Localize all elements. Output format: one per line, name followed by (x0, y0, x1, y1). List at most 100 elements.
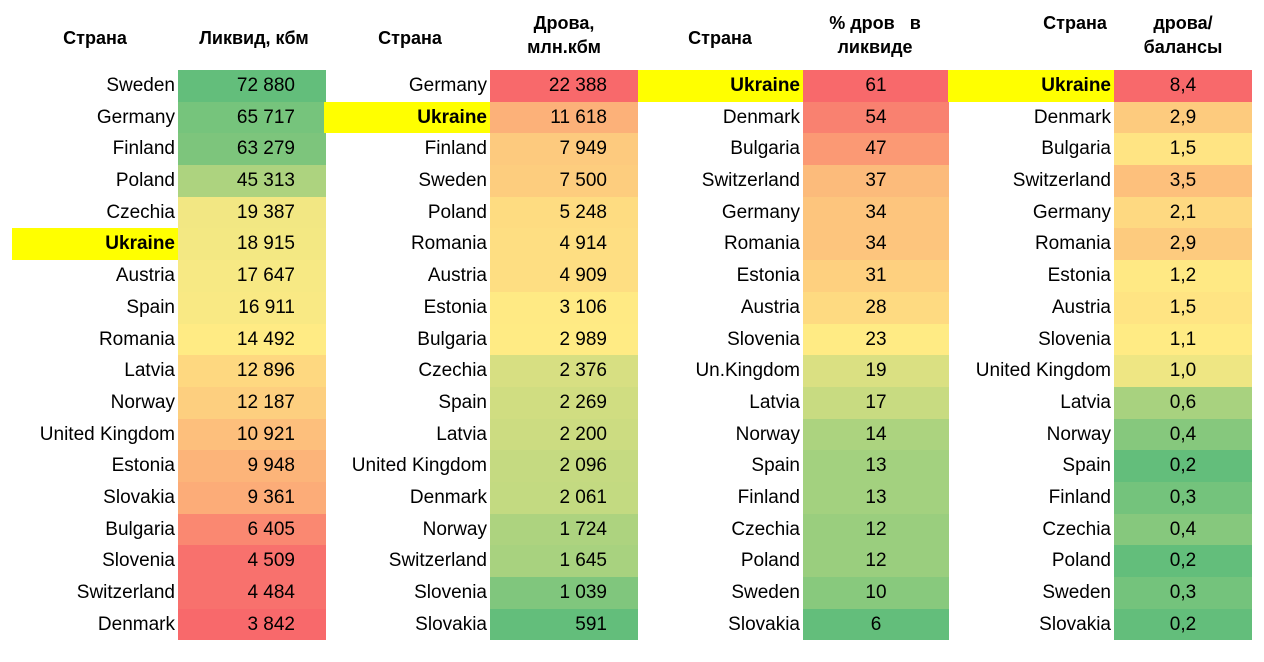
table-2-header-country: Страна (378, 28, 442, 48)
value-cell: 23 (803, 323, 949, 356)
value-cell: 13 (803, 481, 949, 514)
value-cell: 31 (803, 260, 949, 292)
country-cell: Czechia (1042, 518, 1111, 540)
country-cell: Poland (1051, 550, 1111, 572)
country-cell: Un.Kingdom (695, 360, 800, 382)
country-cell: Spain (1062, 455, 1111, 477)
table-4-header-country: Страна (1043, 13, 1107, 33)
value-cell: 4 914 (490, 228, 638, 261)
country-cell: Norway (422, 518, 487, 540)
value-cell: 12 187 (178, 386, 326, 419)
country-cell: Sweden (418, 170, 487, 192)
country-cell: Switzerland (701, 170, 800, 192)
value-cell: 6 (803, 608, 949, 641)
table-1-header-country: Страна (63, 28, 127, 48)
value-cell: 22 388 (490, 70, 638, 102)
value-cell: 0,6 (1114, 386, 1252, 419)
value-cell: 37 (803, 165, 949, 197)
country-cell: Czechia (731, 518, 800, 540)
table-3-header-country: Страна (688, 28, 752, 48)
value-cell: 13 (803, 450, 949, 482)
country-cell: Ukraine (324, 101, 490, 134)
country-cell: Ukraine (948, 70, 1114, 102)
value-cell: 72 880 (178, 70, 326, 102)
value-cell: 45 313 (178, 165, 326, 197)
country-cell: Sweden (106, 75, 175, 96)
country-cell: Denmark (97, 613, 175, 635)
country-cell: Switzerland (1012, 170, 1111, 192)
country-cell: Latvia (1060, 391, 1111, 413)
value-cell: 0,2 (1114, 608, 1252, 641)
value-cell: 19 387 (178, 196, 326, 229)
value-cell: 5 248 (490, 196, 638, 229)
country-cell: Finland (424, 138, 487, 160)
country-cell: Slovenia (727, 328, 800, 350)
value-cell: 65 717 (178, 101, 326, 134)
country-cell: Switzerland (388, 550, 487, 572)
value-cell: 34 (803, 196, 949, 229)
country-cell: Latvia (124, 360, 175, 382)
value-cell: 1 645 (490, 545, 638, 577)
value-cell: 9 948 (178, 450, 326, 482)
country-cell: Denmark (409, 486, 487, 508)
value-cell: 17 (803, 386, 949, 419)
country-cell: Austria (1051, 296, 1111, 318)
value-cell: 28 (803, 291, 949, 324)
country-cell: Estonia (736, 265, 800, 287)
country-cell: Finland (1048, 486, 1111, 508)
value-cell: 0,2 (1114, 450, 1252, 482)
country-cell: Finland (112, 138, 175, 160)
value-cell: 1,1 (1114, 323, 1252, 356)
country-cell: Slovenia (1038, 328, 1111, 350)
country-cell: Poland (115, 170, 175, 192)
country-cell: Latvia (749, 391, 800, 413)
country-cell: Sweden (731, 582, 800, 603)
country-cell: Slovakia (103, 486, 175, 508)
country-cell: Ukraine (12, 228, 178, 261)
country-cell: Romania (410, 233, 487, 255)
country-cell: Bulgaria (730, 138, 800, 160)
country-cell: Latvia (436, 423, 487, 445)
country-cell: Slovakia (1039, 613, 1111, 635)
country-cell: Czechia (418, 360, 487, 382)
country-cell: Germany (721, 201, 800, 223)
country-cell: Austria (740, 296, 800, 318)
value-cell: 1 724 (490, 513, 638, 546)
value-cell: 0,3 (1114, 481, 1252, 514)
country-cell: Estonia (423, 296, 487, 318)
value-cell: 1 039 (490, 577, 638, 609)
country-cell: Estonia (1047, 265, 1111, 287)
country-cell: Bulgaria (105, 518, 175, 540)
country-cell: United Kingdom (39, 423, 175, 445)
value-cell: 2 096 (490, 450, 638, 482)
table-4-header-value: дрова/ балансы (1143, 13, 1223, 57)
value-cell: 2 376 (490, 355, 638, 387)
value-cell: 1,5 (1114, 133, 1252, 166)
country-cell: Austria (427, 265, 487, 287)
country-cell: Austria (115, 265, 175, 287)
value-cell: 0,4 (1114, 513, 1252, 546)
value-cell: 0,4 (1114, 418, 1252, 451)
value-cell: 3,5 (1114, 165, 1252, 197)
country-cell: Slovakia (415, 613, 487, 635)
country-cell: Spain (751, 455, 800, 477)
country-cell: Germany (1032, 201, 1111, 223)
value-cell: 3 106 (490, 291, 638, 324)
value-cell: 2,9 (1114, 228, 1252, 261)
country-cell: Bulgaria (1041, 138, 1111, 160)
value-cell: 12 896 (178, 355, 326, 387)
country-cell: Norway (735, 423, 800, 445)
country-cell: Spain (438, 391, 487, 413)
country-cell: United Kingdom (975, 360, 1111, 382)
country-cell: Denmark (722, 106, 800, 128)
country-cell: Romania (1034, 233, 1111, 255)
country-cell: Norway (110, 391, 175, 413)
country-cell: Romania (723, 233, 800, 255)
country-cell: Estonia (111, 455, 175, 477)
table-3-header-value: % дров в ликвиде (829, 13, 921, 57)
value-cell: 34 (803, 228, 949, 261)
value-cell: 2 269 (490, 386, 638, 419)
value-cell: 14 492 (178, 323, 326, 356)
value-cell: 19 (803, 355, 949, 387)
value-cell: 3 842 (178, 608, 326, 641)
